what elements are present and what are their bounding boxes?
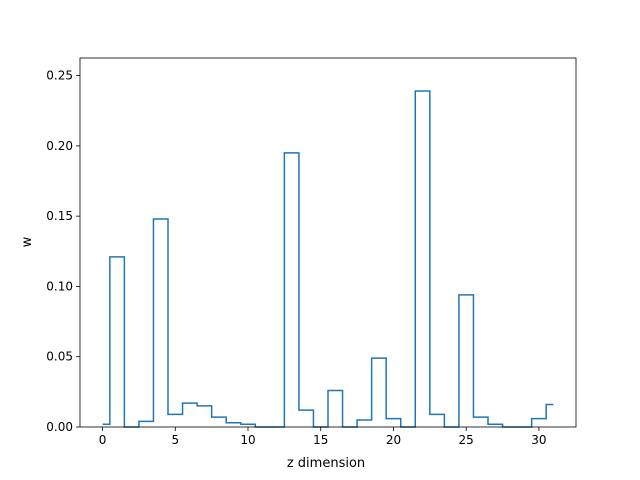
x-tick-label: 20 <box>386 433 401 447</box>
y-axis-ticks: 0.00 0.05 0.10 0.15 0.20 0.25 <box>46 69 80 434</box>
x-tick-label: 5 <box>171 433 179 447</box>
x-tick-label: 30 <box>531 433 546 447</box>
y-axis-label: w <box>20 236 35 247</box>
x-tick-label: 25 <box>459 433 474 447</box>
x-axis-label: z dimension <box>287 456 365 471</box>
plot-area: 0 5 10 15 20 25 30 0.00 0.05 0.10 0.15 0.20 0.25 <box>46 57 577 447</box>
x-tick-label: 15 <box>313 433 328 447</box>
y-tick-label: 0.00 <box>46 420 73 434</box>
y-tick-label: 0.25 <box>46 69 73 83</box>
x-tick-label: 0 <box>99 433 107 447</box>
y-tick-label: 0.05 <box>46 350 73 364</box>
series-step-line <box>102 90 554 428</box>
axes-frame <box>79 57 577 428</box>
x-tick-label: 10 <box>240 433 255 447</box>
y-tick-label: 0.15 <box>46 209 73 223</box>
x-axis-ticks: 0 5 10 15 20 25 30 <box>99 427 547 447</box>
y-tick-label: 0.10 <box>46 279 73 293</box>
y-tick-label: 0.20 <box>46 139 73 153</box>
